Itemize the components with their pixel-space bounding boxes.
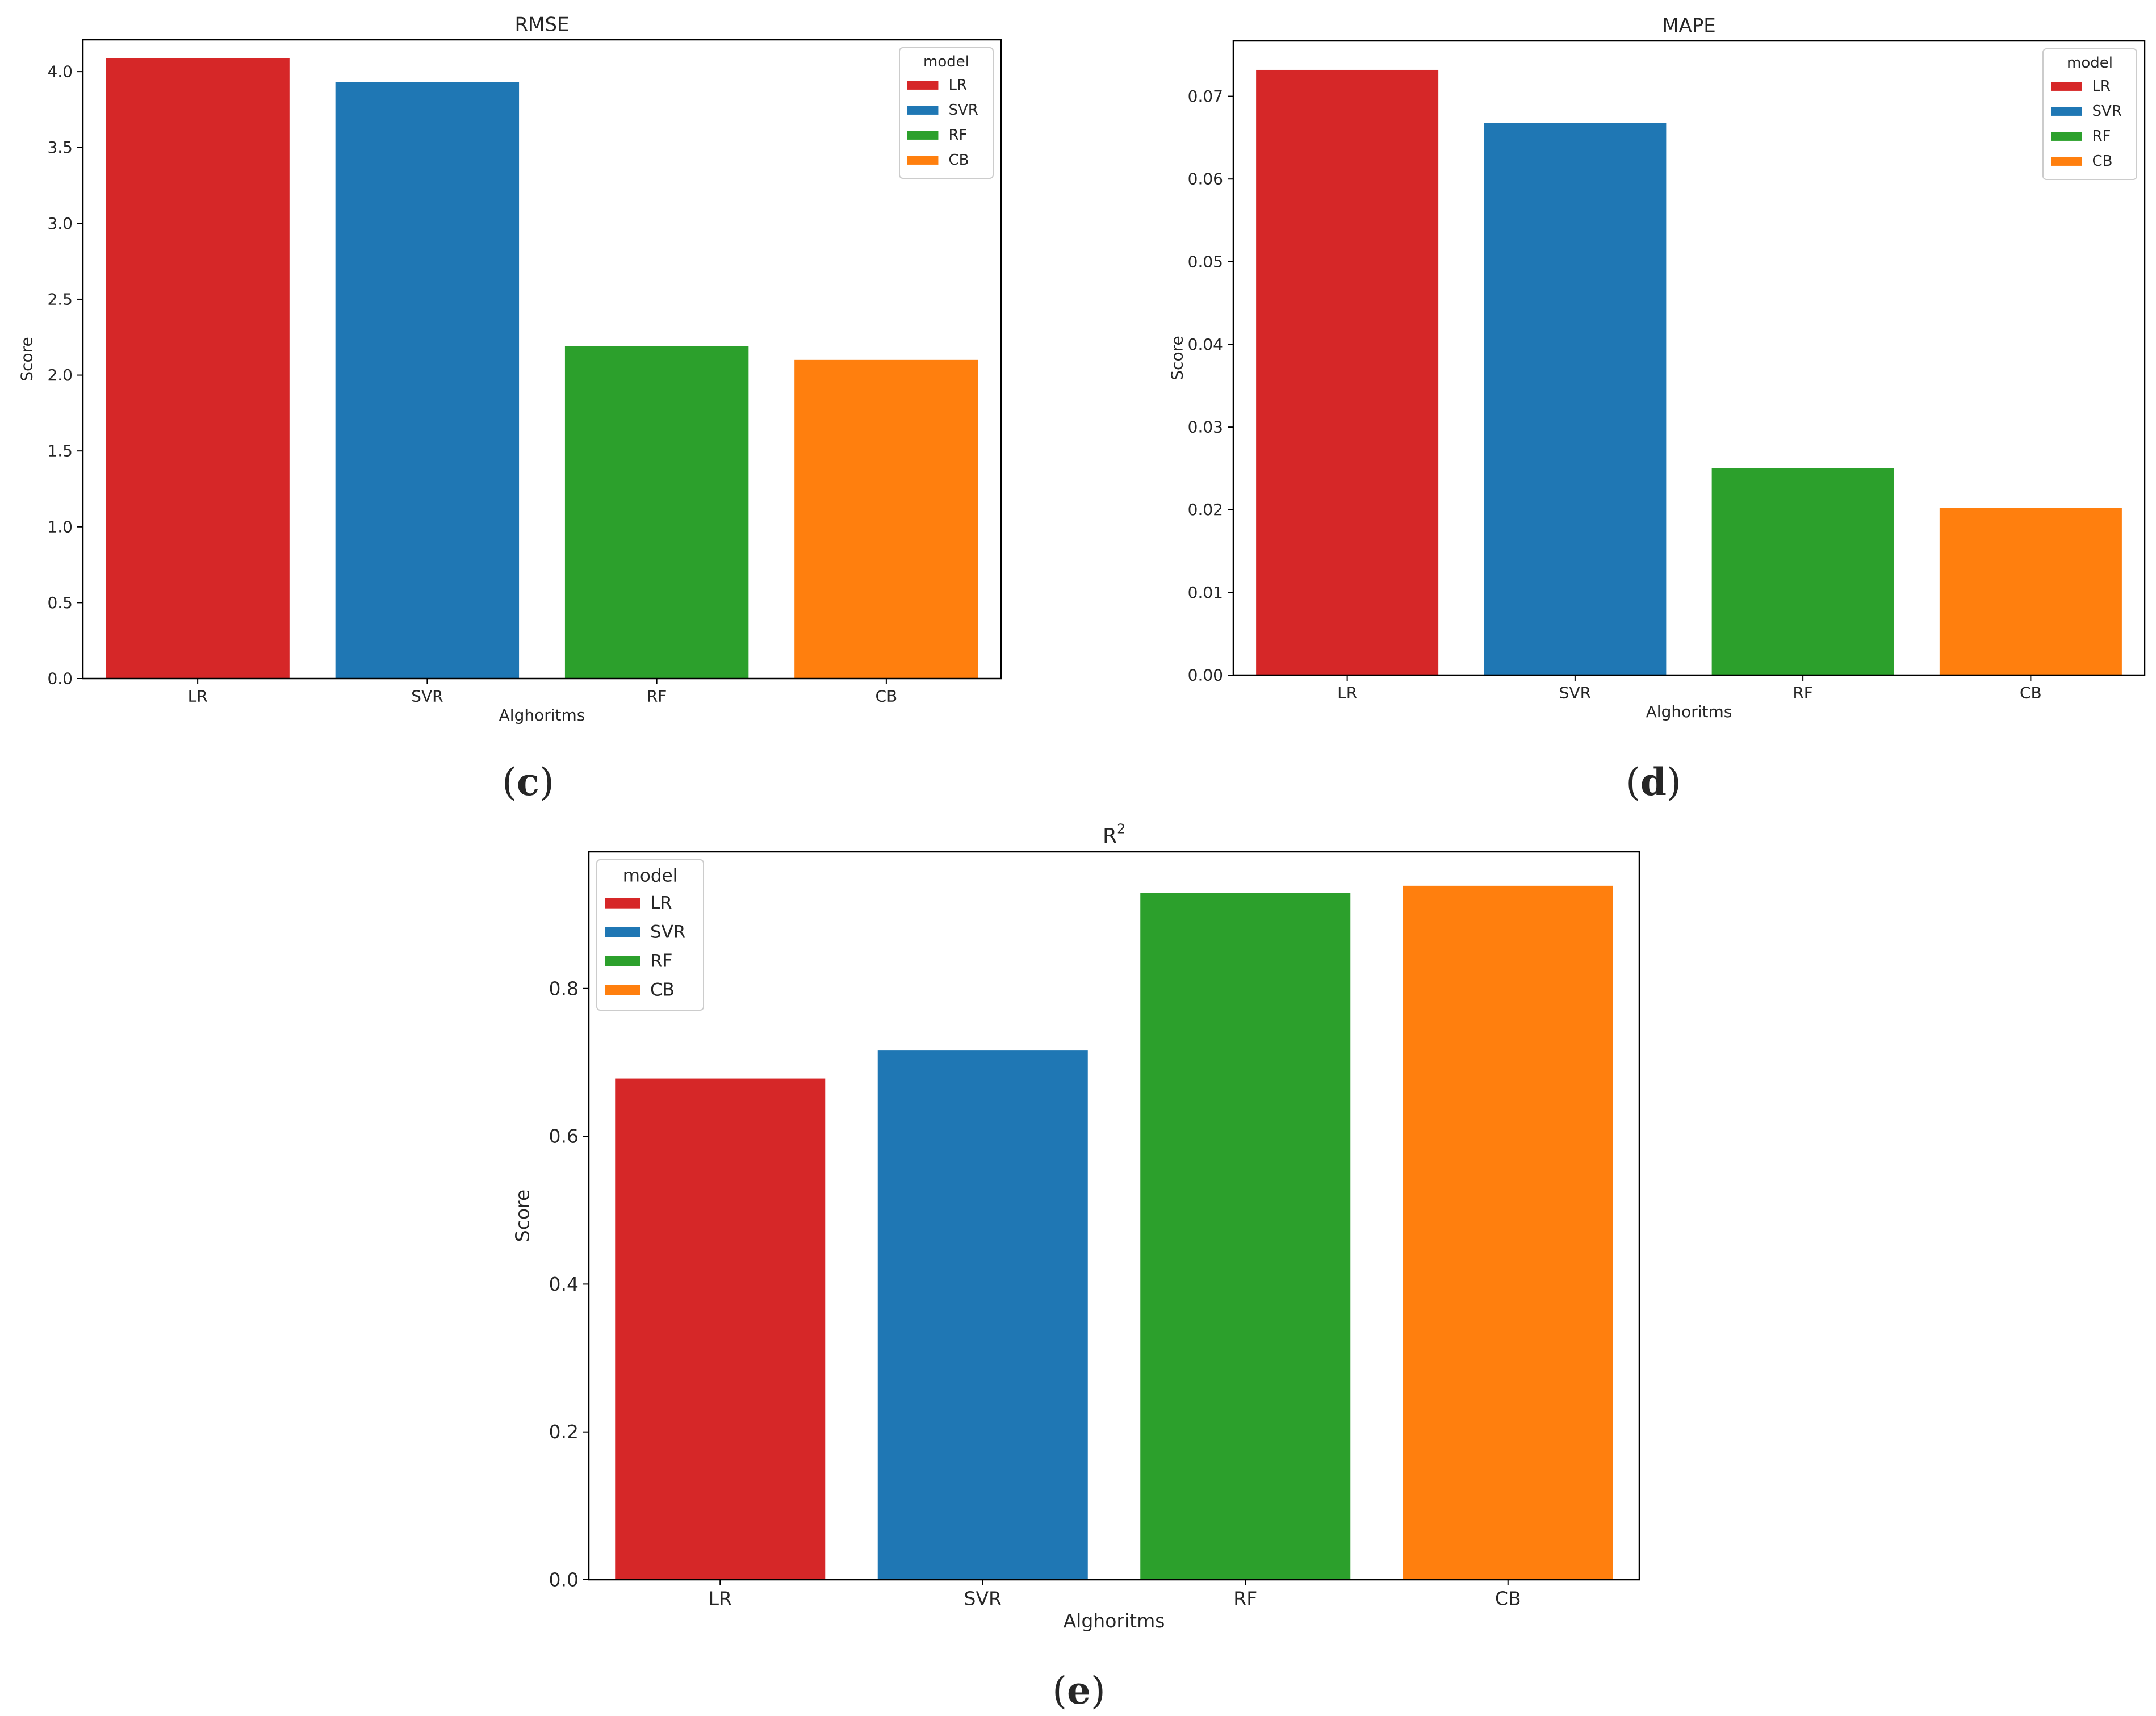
- legend-label-cb: CB: [650, 980, 675, 1001]
- bar-lr: [615, 1078, 826, 1580]
- legend-title: model: [623, 865, 678, 886]
- x-axis-label: Alghoritms: [499, 706, 585, 725]
- legend-label-lr: LR: [650, 893, 672, 914]
- legend: model LR SVR RF CB: [899, 47, 994, 179]
- chart-c: 0.0 0.5 1.0 1.5 2.0 2.5 3.0 3.5 4.0 LR SVR RF CB Algh…: [17, 14, 1002, 725]
- legend-swatch-lr: [605, 898, 640, 909]
- legend-swatch-rf: [605, 956, 640, 966]
- y-tick-label: 4.0: [47, 62, 73, 81]
- x-tick-label: CB: [2020, 683, 2042, 702]
- x-tick-label: LR: [1337, 683, 1357, 702]
- bar-lr: [106, 58, 290, 679]
- y-axis-label: Score: [1167, 336, 1186, 380]
- legend-box: [596, 859, 704, 1011]
- bar-cb: [1939, 508, 2122, 675]
- y-axis-label: Score: [17, 337, 36, 381]
- x-tick-label: RF: [1793, 683, 1813, 702]
- legend-title: model: [2067, 55, 2113, 72]
- y-tick-label: 0.02: [1188, 500, 1223, 519]
- legend-swatch-rf: [2051, 132, 2082, 141]
- legend-label-svr: SVR: [650, 922, 685, 943]
- chart-title: R2: [1103, 821, 1125, 848]
- y-tick-label: 0.04: [1188, 335, 1223, 354]
- y-tick-label: 2.0: [47, 366, 73, 384]
- legend-label-lr: LR: [2092, 78, 2111, 95]
- legend-swatch-cb: [907, 156, 939, 165]
- legend-swatch-lr: [2051, 82, 2082, 91]
- legend-swatch-cb: [2051, 157, 2082, 166]
- x-tick-label: SVR: [411, 687, 443, 705]
- axes-frame: [82, 39, 1002, 680]
- bar-rf: [1140, 893, 1351, 1580]
- y-tick-label: 1.5: [47, 442, 73, 461]
- x-tick-label: LR: [709, 1587, 732, 1609]
- legend: model LR SVR RF CB: [596, 859, 704, 1011]
- chart-title-superscript: 2: [1117, 821, 1125, 837]
- x-axis-label: Alghoritms: [1064, 1610, 1165, 1632]
- y-tick-label: 3.5: [47, 138, 73, 157]
- y-tick-label: 0.4: [549, 1273, 579, 1295]
- legend-label-rf: RF: [948, 127, 967, 144]
- legend-label-rf: RF: [2092, 128, 2111, 145]
- bar-svr: [1484, 123, 1667, 675]
- x-tick-label: SVR: [964, 1587, 1002, 1609]
- chart-title: MAPE: [1662, 15, 1716, 37]
- y-tick-label: 0.2: [549, 1421, 579, 1443]
- legend-swatch-svr: [2051, 107, 2082, 116]
- legend-swatch-svr: [907, 106, 939, 115]
- legend-label-rf: RF: [650, 951, 672, 972]
- y-tick-label: 0.8: [549, 977, 579, 999]
- legend-label-cb: CB: [2092, 153, 2112, 170]
- bar-cb: [794, 359, 978, 679]
- legend-swatch-lr: [907, 81, 939, 90]
- legend-box: [899, 47, 994, 179]
- x-tick-label: CB: [1495, 1587, 1521, 1609]
- bar-cb: [1403, 885, 1613, 1580]
- y-tick-label: 0.5: [47, 593, 73, 612]
- axes-frame: [588, 851, 1640, 1581]
- legend-label-svr: SVR: [2092, 103, 2121, 120]
- bar-rf: [1711, 468, 1894, 675]
- x-tick-label: RF: [647, 687, 667, 705]
- legend-swatch-svr: [605, 927, 640, 937]
- y-tick-label: 3.0: [47, 214, 73, 233]
- chart-e: 0.0 0.2 0.4 0.6 0.8 LR SVR RF CB Alghoritms Score R…: [511, 821, 1640, 1632]
- legend-swatch-cb: [605, 985, 640, 995]
- x-axis-label: Alghoritms: [1646, 702, 1732, 721]
- y-tick-label: 0.00: [1188, 666, 1223, 685]
- legend-label-cb: CB: [948, 152, 969, 169]
- y-tick-label: 0.6: [549, 1125, 579, 1148]
- panel-label: (c): [502, 760, 554, 804]
- x-tick-label: LR: [188, 687, 208, 705]
- panel-label: (d): [1626, 760, 1681, 804]
- x-tick-label: RF: [1233, 1587, 1257, 1609]
- legend-swatch-rf: [907, 131, 939, 140]
- legend-box: [2042, 48, 2137, 180]
- y-tick-label: 0.01: [1188, 583, 1223, 602]
- legend-title: model: [923, 53, 969, 70]
- y-tick-label: 0.0: [47, 669, 73, 688]
- panel-label: (e): [1052, 1668, 1106, 1713]
- chart-d: 0.00 0.01 0.02 0.03 0.04 0.05 0.06 0.07 LR SVR RF C…: [1167, 15, 2146, 721]
- y-tick-label: 0.05: [1188, 252, 1223, 271]
- bar-svr: [335, 82, 520, 679]
- y-tick-label: 0.07: [1188, 87, 1223, 106]
- y-tick-label: 1.0: [47, 517, 73, 536]
- y-axis-label: Score: [511, 1190, 533, 1242]
- legend-label-lr: LR: [948, 77, 967, 94]
- y-tick-label: 0.06: [1188, 170, 1223, 189]
- bar-svr: [877, 1050, 1088, 1580]
- bar-rf: [564, 346, 749, 679]
- chart-title: RMSE: [514, 14, 569, 36]
- legend: model LR SVR RF CB: [2042, 48, 2137, 180]
- y-tick-label: 2.5: [47, 290, 73, 308]
- x-tick-label: SVR: [1559, 683, 1591, 702]
- legend-label-svr: SVR: [948, 102, 978, 119]
- axes-frame: [1232, 40, 2146, 676]
- x-tick-label: CB: [875, 687, 897, 705]
- y-tick-label: 0.03: [1188, 418, 1223, 437]
- bar-lr: [1256, 69, 1439, 675]
- y-tick-label: 0.0: [549, 1569, 579, 1591]
